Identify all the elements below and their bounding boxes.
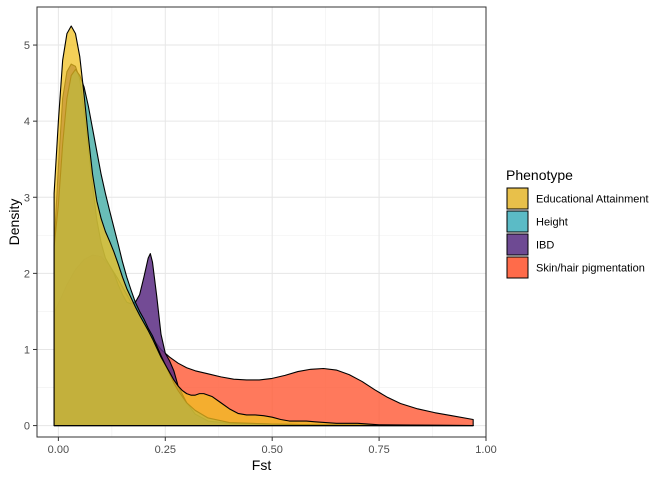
- legend: Phenotype Educational Attainment Height IB…: [506, 167, 649, 279]
- legend-items: Educational Attainment Height IBD Skin/hair…: [506, 187, 649, 279]
- legend-key-educational-attainment: [506, 187, 529, 210]
- y-tick-label: 3: [24, 192, 30, 204]
- y-axis-title: Density: [6, 199, 22, 246]
- minor-gridlines: [37, 7, 486, 437]
- y-tick-label: 4: [24, 116, 30, 128]
- x-axis-title: Fst: [252, 457, 272, 473]
- y-tick-label: 1: [24, 344, 30, 356]
- legend-title: Phenotype: [506, 167, 573, 183]
- x-tick-label: 1.00: [475, 444, 496, 456]
- plot-border: [36, 6, 487, 438]
- x-tick-label: 0.00: [48, 444, 69, 456]
- legend-label-skin-hair-pigmentation: Skin/hair pigmentation: [536, 263, 645, 275]
- y-tick-label: 2: [24, 268, 30, 280]
- legend-key-skin-hair-pigmentation: [506, 256, 529, 279]
- density-area-educational-attainment: [53, 25, 474, 427]
- series-layer: [53, 25, 474, 427]
- x-tick-label: 0.50: [261, 444, 282, 456]
- x-axis: 0.00 0.25 0.50 0.75 1.00: [48, 437, 497, 456]
- y-tick-label: 0: [24, 421, 30, 433]
- x-tick-label: 0.25: [155, 444, 176, 456]
- y-axis: 0 1 2 3 4 5: [24, 40, 37, 433]
- legend-label-height: Height: [536, 217, 568, 229]
- y-tick-label: 5: [24, 40, 30, 52]
- legend-key-ibd: [506, 233, 529, 256]
- legend-label-ibd: IBD: [536, 240, 554, 252]
- legend-key-height: [506, 210, 529, 233]
- x-tick-label: 0.75: [368, 444, 389, 456]
- legend-label-educational-attainment: Educational Attainment: [536, 194, 649, 206]
